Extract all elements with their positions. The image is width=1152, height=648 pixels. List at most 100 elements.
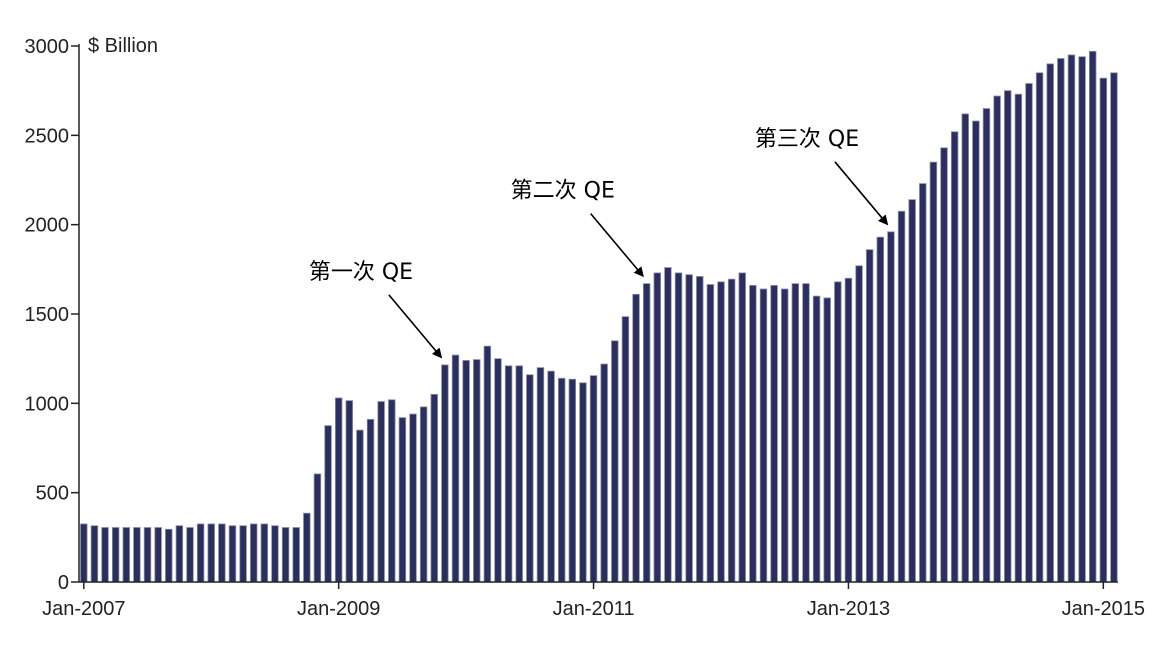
bar	[855, 265, 863, 583]
bar	[950, 131, 959, 583]
annotation-label-2: 第二次 QE	[511, 179, 615, 204]
bar	[313, 473, 322, 583]
bar	[250, 523, 258, 583]
bar	[696, 276, 704, 583]
bar	[579, 382, 587, 583]
bar	[642, 283, 651, 583]
bar	[961, 113, 969, 583]
bar	[1014, 93, 1023, 583]
annotation-label-1: 第一次 QE	[309, 260, 413, 285]
bar	[1025, 83, 1033, 583]
bar	[749, 285, 757, 583]
bar	[929, 161, 938, 583]
y-tick-label: 1000	[25, 393, 70, 415]
bar	[515, 365, 523, 583]
annotations-group: 第一次 QE 第二次 QE 第三次 QE	[309, 127, 889, 359]
axes-group: 0 500 1000 1500 2000 2500 3000 Jan-2007 Jan-2009…	[25, 36, 1146, 620]
bar	[674, 272, 683, 583]
bar	[759, 288, 768, 583]
bar	[122, 527, 130, 583]
bar	[621, 316, 630, 583]
bar	[664, 267, 672, 583]
bar	[228, 525, 237, 583]
bar	[1099, 77, 1108, 583]
bar	[366, 419, 375, 583]
bar	[409, 413, 417, 583]
bar	[441, 364, 449, 583]
bar	[239, 525, 247, 583]
bar	[133, 527, 141, 583]
bar	[143, 527, 152, 583]
bar	[982, 108, 991, 583]
bar	[101, 527, 109, 583]
bars-group	[80, 50, 1118, 583]
y-tick-label: 1500	[25, 304, 70, 326]
y-tick-label: 0	[58, 572, 69, 594]
bar	[1089, 50, 1097, 583]
bar	[1067, 54, 1076, 583]
bar	[908, 199, 916, 583]
bar	[706, 284, 715, 583]
bar	[451, 354, 460, 583]
bar	[568, 378, 577, 583]
bar	[90, 525, 99, 583]
bar	[558, 377, 566, 583]
bar	[334, 397, 343, 583]
bar	[865, 249, 874, 583]
bar	[1057, 58, 1065, 583]
bar	[547, 370, 555, 583]
bar	[791, 283, 800, 583]
bar	[175, 525, 184, 583]
bar	[781, 288, 789, 583]
bar	[897, 210, 906, 583]
x-tick-label: Jan-2015	[1062, 598, 1145, 620]
bar	[727, 278, 736, 583]
y-axis-unit-label: $ Billion	[88, 35, 158, 57]
y-tick-label: 3000	[25, 36, 70, 58]
bar	[600, 363, 608, 583]
x-tick-label: Jan-2013	[807, 598, 890, 620]
y-tick-label: 2500	[25, 125, 70, 147]
bar	[504, 365, 513, 583]
bar	[802, 283, 810, 583]
bar	[154, 527, 162, 583]
bar	[1046, 63, 1054, 583]
bar	[812, 295, 821, 583]
bar	[685, 274, 693, 583]
bar	[526, 374, 534, 583]
bar	[462, 360, 470, 583]
bar	[536, 367, 545, 583]
bar	[770, 285, 778, 583]
x-tick-label: Jan-2009	[297, 598, 380, 620]
bar	[919, 183, 927, 583]
bar	[494, 358, 502, 583]
bar	[844, 277, 853, 583]
bar	[430, 393, 438, 583]
annotation-arrow-2	[590, 213, 644, 278]
bar	[1110, 72, 1118, 583]
y-tick-label: 500	[36, 483, 69, 505]
bar	[186, 527, 194, 583]
bar	[876, 236, 884, 583]
x-tick-label: Jan-2011	[553, 598, 635, 620]
bar	[111, 527, 120, 583]
bar	[377, 401, 385, 583]
bar	[738, 272, 746, 583]
bar	[345, 400, 353, 583]
bar	[271, 525, 279, 583]
x-tick-label: Jan-2007	[42, 598, 125, 620]
bar	[834, 281, 842, 583]
bar	[165, 528, 173, 583]
bar	[1035, 72, 1044, 583]
bar	[260, 523, 269, 583]
bar	[473, 359, 481, 583]
bar	[218, 523, 226, 583]
annotation-arrow-1	[388, 294, 443, 359]
bar	[419, 406, 428, 583]
bar	[207, 523, 215, 583]
bar	[653, 272, 661, 583]
bar	[823, 297, 831, 583]
bar	[940, 147, 948, 583]
bar	[356, 429, 364, 583]
